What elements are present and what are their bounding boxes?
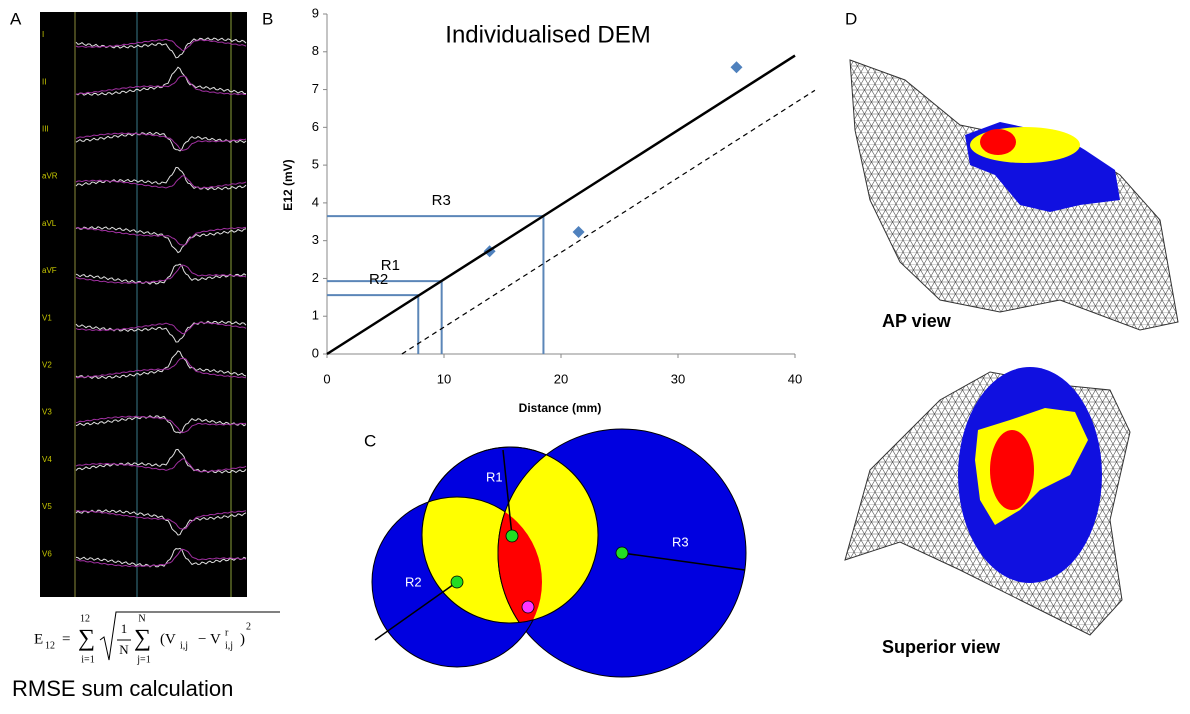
formula-part: 12: [45, 640, 55, 651]
x-tick-label: 40: [788, 371, 802, 386]
formula-part: i=1: [81, 654, 94, 665]
lead-label: aVR: [42, 172, 58, 181]
panel-label: A: [10, 9, 22, 28]
view-label: Superior view: [882, 637, 1001, 657]
lead-label: V2: [42, 361, 52, 370]
formula-part: ∑: [78, 626, 95, 652]
y-tick-label: 6: [312, 119, 319, 134]
formula-part: E: [34, 631, 43, 647]
data-point: [573, 226, 585, 238]
lead-label: V3: [42, 408, 52, 417]
panel-label: D: [845, 9, 857, 28]
panel-label: C: [364, 431, 376, 450]
y-tick-label: 9: [312, 5, 319, 20]
chart-title: Individualised DEM: [445, 21, 650, 48]
venn-label: R2: [405, 574, 422, 589]
lead-label: aVF: [42, 266, 57, 275]
y-tick-label: 4: [312, 194, 319, 209]
caption: RMSE sum calculation: [12, 676, 233, 701]
y-axis-label: E12 (mV): [281, 159, 295, 210]
activation-red: [990, 430, 1034, 510]
guide-label: R2: [369, 271, 388, 288]
ecg-background: [40, 12, 247, 597]
view-label: AP view: [882, 311, 952, 331]
x-tick-label: 10: [437, 371, 451, 386]
fit-line: [327, 56, 795, 354]
mesh-superior: [845, 367, 1130, 635]
x-tick-label: 0: [323, 371, 330, 386]
formula-part: − V: [198, 631, 221, 647]
lead-label: V4: [42, 455, 52, 464]
centre: [506, 530, 518, 542]
venn: R1 R2 R3: [372, 429, 746, 677]
centre: [616, 547, 628, 559]
lead-label: V6: [42, 549, 52, 558]
y-tick-label: 0: [312, 345, 319, 360]
y-tick-label: 8: [312, 43, 319, 58]
target: [522, 601, 534, 613]
formula-part: r: [225, 627, 229, 638]
formula-part: ): [240, 631, 245, 647]
x-tick-label: 20: [554, 371, 568, 386]
formula-part: i,j: [225, 640, 233, 651]
formula-part: N: [138, 613, 145, 624]
data-point: [731, 61, 743, 73]
venn-label: R3: [672, 534, 689, 549]
venn-label: R1: [486, 469, 503, 484]
y-tick-label: 1: [312, 308, 319, 323]
centre: [451, 576, 463, 588]
formula-part: i,j: [180, 640, 188, 651]
y-tick-label: 2: [312, 270, 319, 285]
mesh-ap: [850, 60, 1178, 330]
formula-part: =: [62, 631, 70, 647]
formula-part: (V: [160, 631, 176, 647]
x-axis-label: Distance (mm): [519, 401, 602, 415]
lead-label: III: [42, 125, 49, 134]
lead-label: V1: [42, 313, 52, 322]
formula-part: j=1: [136, 654, 150, 665]
figure: A B C D IIIIIIaVRaVLaVFV1V2V3V4V5V6 E 12…: [0, 0, 1190, 709]
formula-part: 1: [121, 621, 128, 636]
panel-label: B: [262, 9, 273, 28]
y-tick-label: 3: [312, 232, 319, 247]
formula-part: 2: [246, 621, 251, 632]
y-tick-label: 5: [312, 157, 319, 172]
x-tick-label: 30: [671, 371, 685, 386]
formula-part: N: [119, 642, 129, 657]
y-tick-label: 7: [312, 81, 319, 96]
fit-line: [402, 90, 815, 354]
formula-part: ∑: [134, 626, 151, 652]
lead-label: aVL: [42, 219, 57, 228]
formula-part: 12: [80, 613, 90, 624]
lead-label: V5: [42, 502, 52, 511]
formula: E 12 = ∑ 12 i=1 1 N ∑ N j=1 (V i,j − V r…: [34, 612, 280, 665]
activation-red: [980, 129, 1016, 155]
guide-label: R3: [432, 192, 451, 209]
chart: Individualised DEM Distance (mm) E12 (mV…: [281, 5, 815, 415]
lead-label: II: [42, 77, 46, 86]
lead-label: I: [42, 30, 44, 39]
